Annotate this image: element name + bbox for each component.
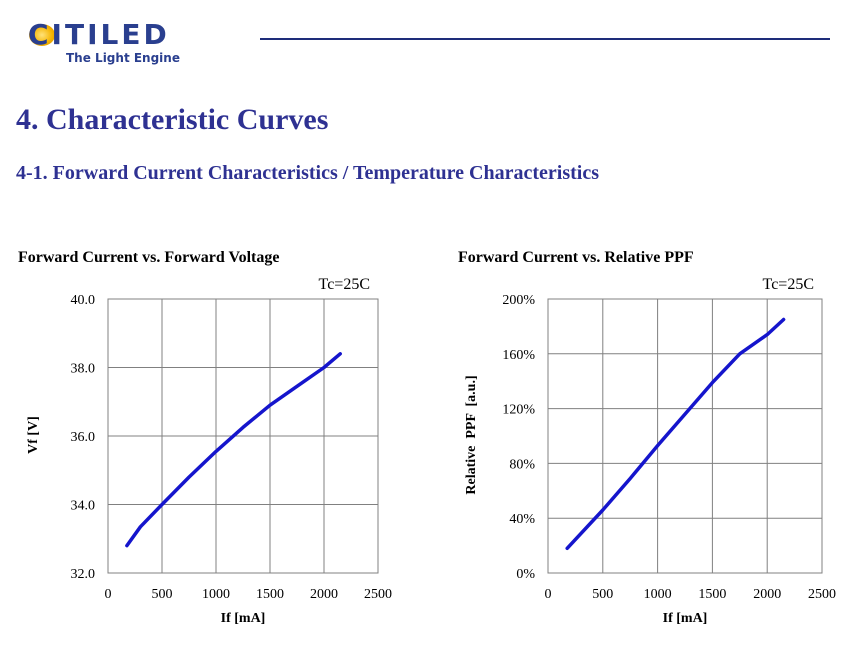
plot-frame	[547, 298, 823, 574]
x-tick-label: 0	[105, 587, 112, 602]
x-tick-label: 500	[592, 587, 613, 602]
x-tick-label: 500	[152, 587, 173, 602]
x-tick-label: 1500	[256, 587, 284, 602]
x-axis-label: If [mA]	[663, 611, 708, 626]
x-tick-label: 2500	[364, 587, 392, 602]
y-tick-label: 200%	[502, 293, 535, 308]
x-axis-label: If [mA]	[221, 611, 266, 626]
x-tick-label: 2500	[808, 587, 836, 602]
y-tick-label: 0%	[516, 567, 535, 582]
page-title: 4. Characteristic Curves	[16, 103, 329, 136]
x-tick-label: 1000	[202, 587, 230, 602]
y-tick-label: 80%	[509, 457, 535, 472]
x-tick-label: 0	[545, 587, 552, 602]
condition-annotation: Tc=25C	[319, 276, 370, 293]
y-axis-label: Vf [V]	[26, 416, 41, 454]
x-tick-label: 2000	[310, 587, 338, 602]
chart-forward-voltage: 0 500 1000 1500 2000 2500 32.0 34.0 36.0 38.0 40.0…	[26, 276, 392, 626]
section-title: 4-1. Forward Current Characteristics / T…	[16, 162, 600, 184]
plot-frame	[107, 298, 379, 574]
y-tick-label: 120%	[502, 403, 535, 418]
logo-wordmark: CITILED	[28, 18, 170, 51]
logo-tagline: The Light Engine	[66, 51, 180, 65]
y-tick-label: 38.0	[71, 362, 96, 377]
y-tick-label: 40.0	[71, 293, 96, 308]
x-tick-label: 2000	[753, 587, 781, 602]
condition-annotation: Tc=25C	[763, 276, 814, 293]
y-axis-label: Relative PPF [a.u.]	[464, 375, 479, 494]
y-tick-label: 40%	[509, 512, 535, 527]
logo-ring-icon	[29, 24, 55, 46]
chart-1-title: Forward Current vs. Forward Voltage	[18, 249, 280, 266]
y-tick-label: 160%	[502, 348, 535, 363]
chart-relative-ppf: 0 500 1000 1500 2000 2500 0% 40% 80% 120% 160% 200%…	[464, 276, 836, 626]
x-tick-label: 1500	[698, 587, 726, 602]
y-tick-label: 34.0	[71, 499, 96, 514]
series-line	[565, 317, 786, 551]
header-divider	[260, 38, 830, 40]
y-tick-label: 32.0	[71, 567, 96, 582]
y-tick-label: 36.0	[71, 430, 96, 445]
chart-2-title: Forward Current vs. Relative PPF	[458, 249, 694, 266]
series-line	[125, 352, 342, 548]
brand-logo: CITILED The Light Engine	[28, 18, 238, 68]
x-tick-label: 1000	[644, 587, 672, 602]
